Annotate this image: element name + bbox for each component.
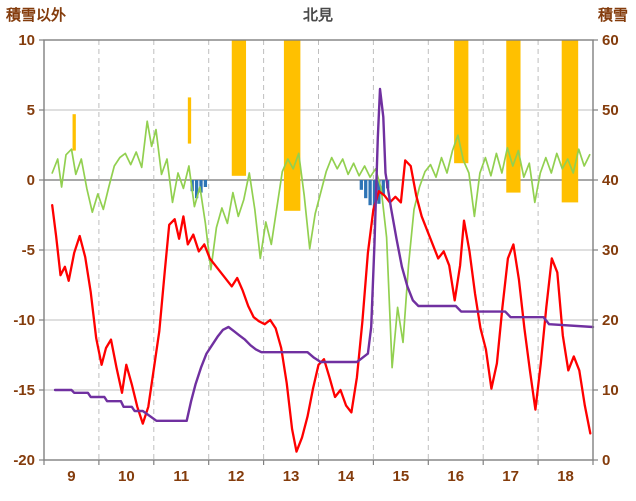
- right-tick-label: 50: [602, 102, 619, 119]
- blue-bar: [372, 180, 377, 211]
- chart-title: 北見: [302, 7, 333, 24]
- right-tick-label: 10: [602, 382, 619, 399]
- blue-bar: [194, 180, 199, 199]
- orange-bar: [454, 40, 469, 164]
- blue-bar: [368, 180, 372, 206]
- orange-bar: [561, 40, 579, 203]
- left-tick-label: -20: [13, 452, 35, 469]
- x-tick-label: 15: [393, 468, 410, 485]
- red-series-line: [51, 159, 592, 453]
- blue-bar: [203, 180, 208, 187]
- blue-bar: [364, 180, 368, 199]
- left-tick-label: -10: [13, 312, 35, 329]
- x-tick-label: 13: [283, 468, 300, 485]
- left-tick-label: -5: [22, 242, 35, 259]
- purple-series-line: [53, 87, 595, 422]
- blue-bar: [199, 180, 203, 193]
- orange-bar: [72, 114, 76, 151]
- right-tick-label: 30: [602, 242, 619, 259]
- x-tick-label: 17: [502, 468, 519, 485]
- right-axis-title: 積雪: [597, 7, 628, 24]
- orange-bar: [187, 97, 192, 144]
- right-tick-label: 60: [602, 32, 619, 49]
- blue-bar: [359, 180, 363, 190]
- x-tick-label: 18: [557, 468, 574, 485]
- left-tick-label: 0: [27, 172, 35, 189]
- green-series-line: [51, 120, 591, 369]
- orange-bar: [231, 40, 247, 176]
- x-tick-label: 12: [228, 468, 245, 485]
- orange-bar: [283, 40, 301, 211]
- x-tick-label: 16: [447, 468, 464, 485]
- orange-bar: [506, 40, 521, 193]
- x-tick-label: 9: [67, 468, 75, 485]
- right-tick-label: 20: [602, 312, 619, 329]
- left-axis-title: 積雪以外: [6, 7, 67, 24]
- left-tick-label: -15: [13, 382, 35, 399]
- x-tick-label: 14: [338, 468, 355, 485]
- blue-bar: [381, 180, 385, 196]
- right-tick-label: 0: [602, 452, 610, 469]
- right-tick-label: 40: [602, 172, 619, 189]
- left-tick-label: 10: [18, 32, 35, 49]
- x-tick-label: 10: [118, 468, 135, 485]
- left-tick-label: 5: [27, 102, 35, 119]
- x-tick-label: 11: [173, 468, 189, 485]
